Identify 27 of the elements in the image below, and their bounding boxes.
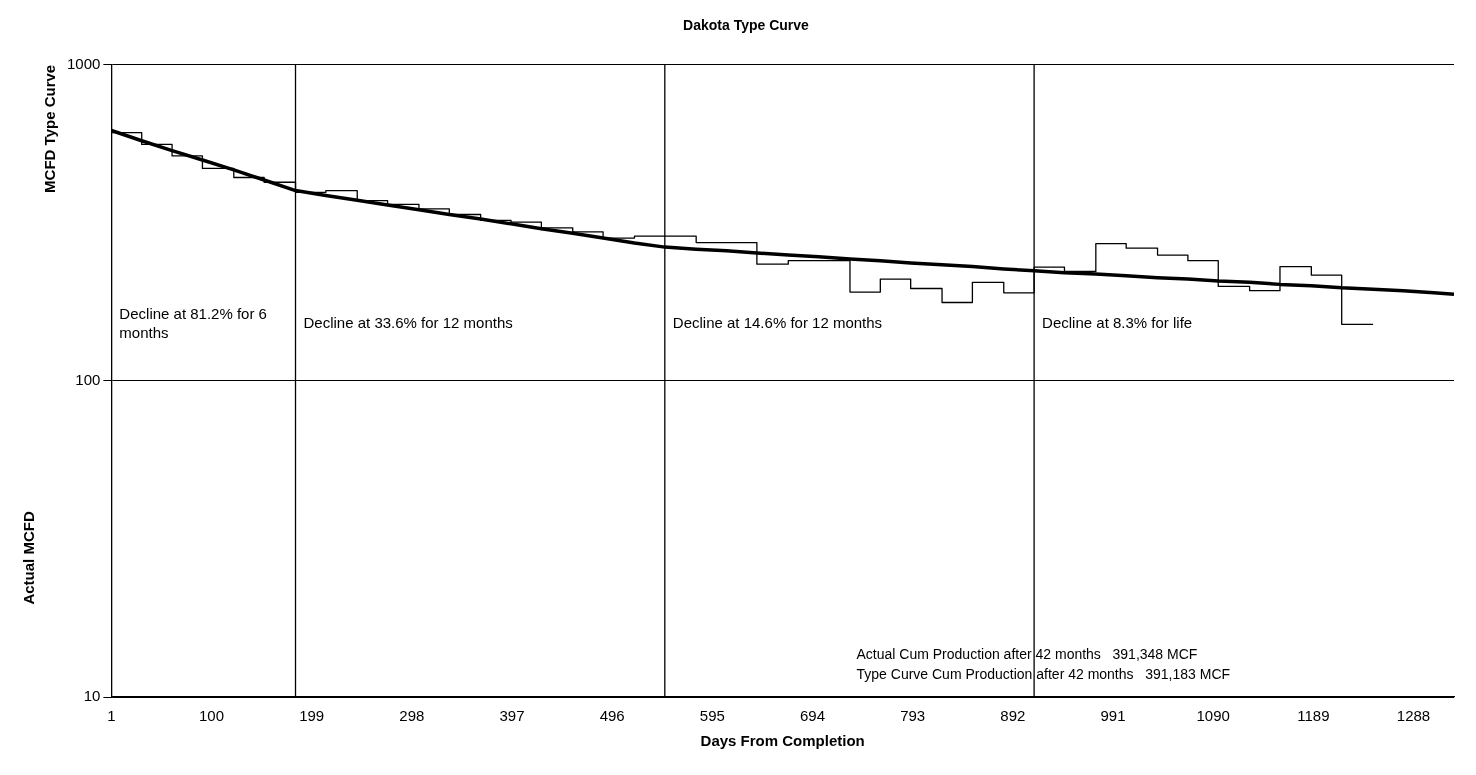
y-tick-label: 10 (83, 687, 101, 705)
x-tick-label: 1 (107, 707, 116, 725)
chart-title: Dakota Type Curve (683, 17, 810, 34)
annotation: Type Curve Cum Production after 42 months 391,183 MCF (856, 665, 1231, 682)
annotation: Decline at 14.6% for 12 months (672, 314, 883, 332)
x-tick-label: 496 (599, 707, 625, 725)
x-tick-label: 595 (699, 707, 725, 725)
x-tick-label: 397 (499, 707, 525, 725)
annotation: Decline at 33.6% for 12 months (303, 314, 513, 332)
annotation: Decline at 81.2% for 6 months (119, 304, 267, 341)
x-axis-title: Days From Completion (700, 732, 865, 750)
y-tick-label: 1000 (66, 54, 101, 72)
x-tick-label: 694 (800, 707, 826, 725)
x-tick-label: 892 (1000, 707, 1026, 725)
text: Actual MCFD (20, 511, 38, 605)
y-axis-title: MCFD Type Curve (41, 64, 59, 193)
x-tick-label: 1090 (1196, 707, 1230, 725)
x-tick-label: 1189 (1297, 707, 1330, 725)
x-tick-label: 991 (1100, 707, 1126, 725)
x-tick-label: 199 (299, 707, 325, 725)
y-tick-label: 100 (75, 371, 101, 389)
x-tick-label: 100 (199, 707, 225, 725)
annotation: Actual Cum Production after 42 months 391,348 MCF (856, 645, 1198, 662)
x-tick-label: 298 (399, 707, 425, 725)
x-tick-label: 793 (900, 707, 926, 725)
annotation: Decline at 8.3% for life (1042, 314, 1193, 332)
x-tick-label: 1288 (1396, 707, 1431, 725)
